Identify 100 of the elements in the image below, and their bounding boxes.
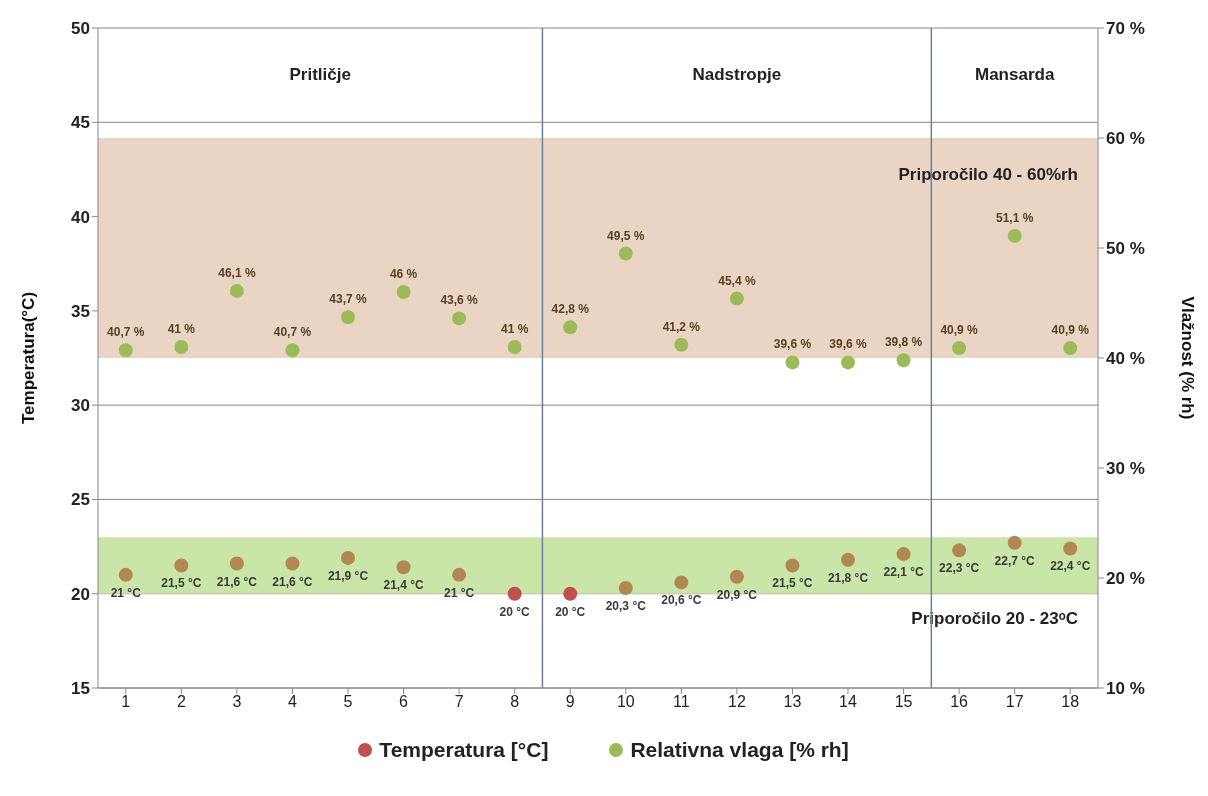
data-label: 22,1 °C [883,565,924,580]
data-label: 41 % [500,322,529,336]
point [507,586,522,601]
y2-tick-label: 60 % [1106,129,1145,149]
point [841,355,855,370]
point [396,560,411,575]
point [563,320,578,335]
data-label: 22,3 °C [939,561,980,576]
y-tick-label: 50 [71,19,90,39]
y-tick-label: 35 [71,301,90,321]
data-label: 39,6 % [829,337,868,352]
data-label: 41,2 % [662,319,701,334]
y-tick-label: 30 [71,396,90,416]
y2-tick-label: 50 % [1106,239,1145,259]
data-label: 21,4 °C [383,578,424,593]
data-label: 22,4 °C [1050,559,1091,574]
x-tick-label: 9 [565,693,575,711]
data-label: 20,3 °C [605,599,647,614]
x-tick-label: 5 [343,693,353,711]
y-tick-label: 40 [71,207,90,227]
x-tick-label: 6 [399,693,409,711]
data-label: 20,6 °C [661,593,702,608]
point [452,311,467,326]
y2-tick-label: 20 % [1106,569,1145,589]
annotation: Mansarda [974,65,1055,84]
x-tick-label: 14 [839,693,857,711]
x-tick-label: 15 [894,693,913,711]
x-tick-label: 17 [1005,693,1024,711]
point [174,340,189,354]
y2-axis-title: Vlažnost (% rh) [1177,296,1197,420]
x-tick-label: 11 [673,693,690,711]
data-label: 21,6 °C [272,574,313,589]
data-label: 20,9 °C [716,587,758,602]
point [1063,341,1078,356]
point [1007,535,1022,550]
x-tick-label: 3 [232,693,242,711]
data-label: 21 °C [110,585,142,600]
y-tick-label: 20 [71,584,90,604]
y-tick-label: 45 [71,113,90,133]
data-label: 22,7 °C [994,553,1036,568]
point [896,353,911,368]
x-tick-label: 10 [616,693,635,711]
data-label: 42,8 % [551,302,590,317]
point [285,343,300,358]
annotation: Nadstropje [692,65,782,84]
annotation: Pritličje [289,65,351,84]
x-tick-label: 18 [1061,693,1080,711]
data-label: 49,5 % [607,228,645,243]
data-label: 51,1 % [995,210,1034,225]
point [229,556,244,571]
data-label: 21,5 °C [772,576,813,591]
data-label: 41 % [167,322,196,336]
data-label: 46 % [389,267,418,281]
data-label: 39,8 % [884,335,923,350]
point [229,283,244,298]
x-tick-label: 2 [176,693,186,711]
point [1007,228,1022,243]
data-label: 20 °C [499,604,531,619]
legend-label: Relativna vlaga [% rh] [630,738,849,762]
point [896,547,911,562]
point [341,310,355,325]
data-label: 46,1 % [218,265,256,280]
point [729,291,744,306]
point [618,581,633,596]
point [118,567,133,582]
point [952,341,967,356]
data-label: 39,6 % [773,337,812,352]
x-tick-label: 12 [727,693,746,711]
point [285,556,300,571]
x-tick-label: 1 [121,693,131,711]
point [118,343,133,358]
data-label: 20 °C [555,604,586,619]
data-label: 40,7 % [107,325,145,340]
point [674,337,689,352]
point [841,552,855,567]
y-tick-label: 25 [71,490,90,510]
point [952,543,967,558]
x-tick-label: 16 [950,693,969,711]
point [1063,541,1078,556]
data-label: 21,6 °C [216,574,258,589]
data-label: 43,7 % [329,292,368,307]
data-label: 21,8 °C [827,570,869,585]
data-label: 40,9 % [1051,323,1090,338]
point [785,355,800,370]
point [507,340,522,354]
point [729,569,744,584]
y2-tick-label: 10 % [1106,679,1145,699]
data-label: 21,5 °C [161,576,202,591]
x-tick-label: 13 [783,693,802,711]
point [341,550,355,565]
data-label: 40,7 % [273,325,312,340]
data-label: 43,6 % [440,293,479,308]
point [674,575,689,590]
y2-tick-label: 70 % [1106,19,1145,39]
point [618,246,633,261]
point [563,586,578,601]
y2-tick-label: 40 % [1106,349,1145,369]
legend-label: Temperatura [°C] [379,738,549,762]
data-label: 45,4 % [718,273,756,288]
point [785,558,800,573]
